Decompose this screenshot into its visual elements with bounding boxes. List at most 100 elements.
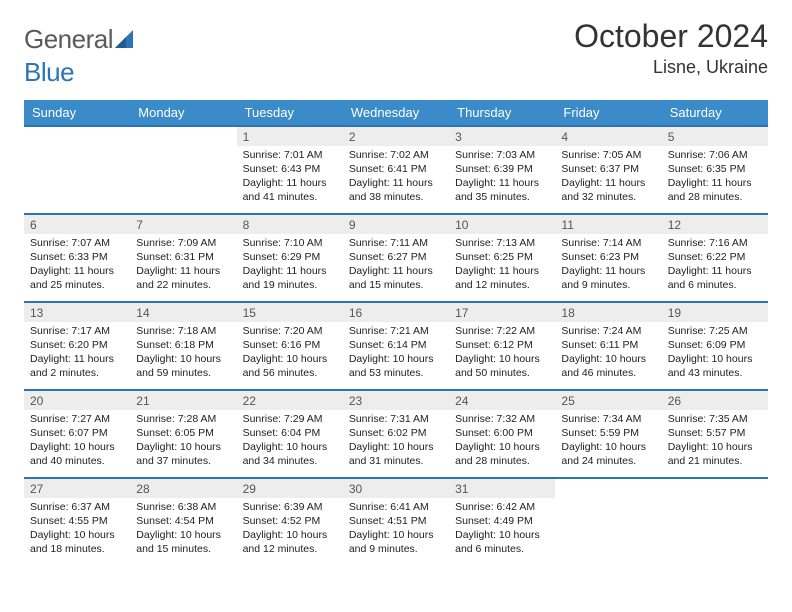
day-number: 19 [662, 303, 768, 322]
header: GeneralBlue October 2024 Lisne, Ukraine [24, 18, 768, 88]
day-content: Sunrise: 7:02 AMSunset: 6:41 PMDaylight:… [343, 146, 449, 209]
day-content: Sunrise: 7:35 AMSunset: 5:57 PMDaylight:… [662, 410, 768, 473]
calendar-cell: 6Sunrise: 7:07 AMSunset: 6:33 PMDaylight… [24, 214, 130, 302]
logo-part1: General [24, 24, 113, 54]
day-number: 14 [130, 303, 236, 322]
calendar-week-row: 20Sunrise: 7:27 AMSunset: 6:07 PMDayligh… [24, 390, 768, 478]
calendar-cell: 24Sunrise: 7:32 AMSunset: 6:00 PMDayligh… [449, 390, 555, 478]
calendar-cell: 26Sunrise: 7:35 AMSunset: 5:57 PMDayligh… [662, 390, 768, 478]
calendar-cell: 20Sunrise: 7:27 AMSunset: 6:07 PMDayligh… [24, 390, 130, 478]
day-number: 22 [237, 391, 343, 410]
day-content: Sunrise: 7:34 AMSunset: 5:59 PMDaylight:… [555, 410, 661, 473]
day-content: Sunrise: 7:13 AMSunset: 6:25 PMDaylight:… [449, 234, 555, 297]
day-content: Sunrise: 7:27 AMSunset: 6:07 PMDaylight:… [24, 410, 130, 473]
day-content: Sunrise: 7:29 AMSunset: 6:04 PMDaylight:… [237, 410, 343, 473]
day-number: 20 [24, 391, 130, 410]
weekday-header: Sunday [24, 100, 130, 126]
day-content: Sunrise: 6:37 AMSunset: 4:55 PMDaylight:… [24, 498, 130, 561]
calendar-cell: 5Sunrise: 7:06 AMSunset: 6:35 PMDaylight… [662, 126, 768, 214]
calendar-cell: 1Sunrise: 7:01 AMSunset: 6:43 PMDaylight… [237, 126, 343, 214]
calendar-cell: 13Sunrise: 7:17 AMSunset: 6:20 PMDayligh… [24, 302, 130, 390]
day-content: Sunrise: 7:10 AMSunset: 6:29 PMDaylight:… [237, 234, 343, 297]
day-number: 4 [555, 127, 661, 146]
day-number: 24 [449, 391, 555, 410]
day-content: Sunrise: 6:39 AMSunset: 4:52 PMDaylight:… [237, 498, 343, 561]
calendar-cell: 29Sunrise: 6:39 AMSunset: 4:52 PMDayligh… [237, 478, 343, 566]
weekday-header: Wednesday [343, 100, 449, 126]
weekday-header: Saturday [662, 100, 768, 126]
day-content: Sunrise: 6:38 AMSunset: 4:54 PMDaylight:… [130, 498, 236, 561]
day-content: Sunrise: 7:21 AMSunset: 6:14 PMDaylight:… [343, 322, 449, 385]
day-number: 9 [343, 215, 449, 234]
calendar-week-row: 1Sunrise: 7:01 AMSunset: 6:43 PMDaylight… [24, 126, 768, 214]
day-content: Sunrise: 7:16 AMSunset: 6:22 PMDaylight:… [662, 234, 768, 297]
calendar-cell-empty [130, 126, 236, 214]
calendar-cell-empty [555, 478, 661, 566]
calendar-cell: 9Sunrise: 7:11 AMSunset: 6:27 PMDaylight… [343, 214, 449, 302]
weekday-header: Tuesday [237, 100, 343, 126]
day-content: Sunrise: 7:05 AMSunset: 6:37 PMDaylight:… [555, 146, 661, 209]
day-number: 28 [130, 479, 236, 498]
day-content: Sunrise: 7:28 AMSunset: 6:05 PMDaylight:… [130, 410, 236, 473]
day-number: 10 [449, 215, 555, 234]
day-content: Sunrise: 7:22 AMSunset: 6:12 PMDaylight:… [449, 322, 555, 385]
calendar-week-row: 27Sunrise: 6:37 AMSunset: 4:55 PMDayligh… [24, 478, 768, 566]
day-number: 16 [343, 303, 449, 322]
day-number: 17 [449, 303, 555, 322]
day-number: 31 [449, 479, 555, 498]
logo-text: GeneralBlue [24, 24, 137, 88]
calendar-cell-empty [24, 126, 130, 214]
day-number: 12 [662, 215, 768, 234]
day-content: Sunrise: 7:11 AMSunset: 6:27 PMDaylight:… [343, 234, 449, 297]
logo-sail-icon [115, 26, 137, 57]
calendar-cell: 18Sunrise: 7:24 AMSunset: 6:11 PMDayligh… [555, 302, 661, 390]
day-content: Sunrise: 7:09 AMSunset: 6:31 PMDaylight:… [130, 234, 236, 297]
day-content: Sunrise: 7:32 AMSunset: 6:00 PMDaylight:… [449, 410, 555, 473]
day-content: Sunrise: 7:03 AMSunset: 6:39 PMDaylight:… [449, 146, 555, 209]
calendar-cell: 17Sunrise: 7:22 AMSunset: 6:12 PMDayligh… [449, 302, 555, 390]
day-number: 18 [555, 303, 661, 322]
calendar-cell: 25Sunrise: 7:34 AMSunset: 5:59 PMDayligh… [555, 390, 661, 478]
calendar-cell: 4Sunrise: 7:05 AMSunset: 6:37 PMDaylight… [555, 126, 661, 214]
calendar-cell: 12Sunrise: 7:16 AMSunset: 6:22 PMDayligh… [662, 214, 768, 302]
calendar-cell: 31Sunrise: 6:42 AMSunset: 4:49 PMDayligh… [449, 478, 555, 566]
day-number: 5 [662, 127, 768, 146]
calendar-week-row: 6Sunrise: 7:07 AMSunset: 6:33 PMDaylight… [24, 214, 768, 302]
day-content: Sunrise: 7:18 AMSunset: 6:18 PMDaylight:… [130, 322, 236, 385]
calendar-header-row: SundayMondayTuesdayWednesdayThursdayFrid… [24, 100, 768, 126]
day-content: Sunrise: 7:24 AMSunset: 6:11 PMDaylight:… [555, 322, 661, 385]
weekday-header: Monday [130, 100, 236, 126]
day-number: 8 [237, 215, 343, 234]
day-number: 30 [343, 479, 449, 498]
calendar-cell: 21Sunrise: 7:28 AMSunset: 6:05 PMDayligh… [130, 390, 236, 478]
title-block: October 2024 Lisne, Ukraine [574, 18, 768, 78]
day-content: Sunrise: 7:07 AMSunset: 6:33 PMDaylight:… [24, 234, 130, 297]
calendar-week-row: 13Sunrise: 7:17 AMSunset: 6:20 PMDayligh… [24, 302, 768, 390]
day-number: 2 [343, 127, 449, 146]
calendar-cell: 8Sunrise: 7:10 AMSunset: 6:29 PMDaylight… [237, 214, 343, 302]
day-content: Sunrise: 7:17 AMSunset: 6:20 PMDaylight:… [24, 322, 130, 385]
location: Lisne, Ukraine [574, 57, 768, 78]
day-content: Sunrise: 7:20 AMSunset: 6:16 PMDaylight:… [237, 322, 343, 385]
day-number: 1 [237, 127, 343, 146]
day-number: 29 [237, 479, 343, 498]
day-content: Sunrise: 7:31 AMSunset: 6:02 PMDaylight:… [343, 410, 449, 473]
calendar-cell: 30Sunrise: 6:41 AMSunset: 4:51 PMDayligh… [343, 478, 449, 566]
calendar-cell-empty [662, 478, 768, 566]
day-content: Sunrise: 6:41 AMSunset: 4:51 PMDaylight:… [343, 498, 449, 561]
day-number: 27 [24, 479, 130, 498]
day-number: 26 [662, 391, 768, 410]
day-content: Sunrise: 7:25 AMSunset: 6:09 PMDaylight:… [662, 322, 768, 385]
calendar-cell: 14Sunrise: 7:18 AMSunset: 6:18 PMDayligh… [130, 302, 236, 390]
logo: GeneralBlue [24, 24, 137, 88]
month-title: October 2024 [574, 18, 768, 55]
weekday-header: Thursday [449, 100, 555, 126]
day-content: Sunrise: 7:14 AMSunset: 6:23 PMDaylight:… [555, 234, 661, 297]
calendar-page: GeneralBlue October 2024 Lisne, Ukraine … [0, 0, 792, 576]
calendar-cell: 27Sunrise: 6:37 AMSunset: 4:55 PMDayligh… [24, 478, 130, 566]
day-number: 7 [130, 215, 236, 234]
logo-part2: Blue [24, 57, 74, 87]
day-number: 15 [237, 303, 343, 322]
calendar-table: SundayMondayTuesdayWednesdayThursdayFrid… [24, 100, 768, 566]
day-content: Sunrise: 7:06 AMSunset: 6:35 PMDaylight:… [662, 146, 768, 209]
